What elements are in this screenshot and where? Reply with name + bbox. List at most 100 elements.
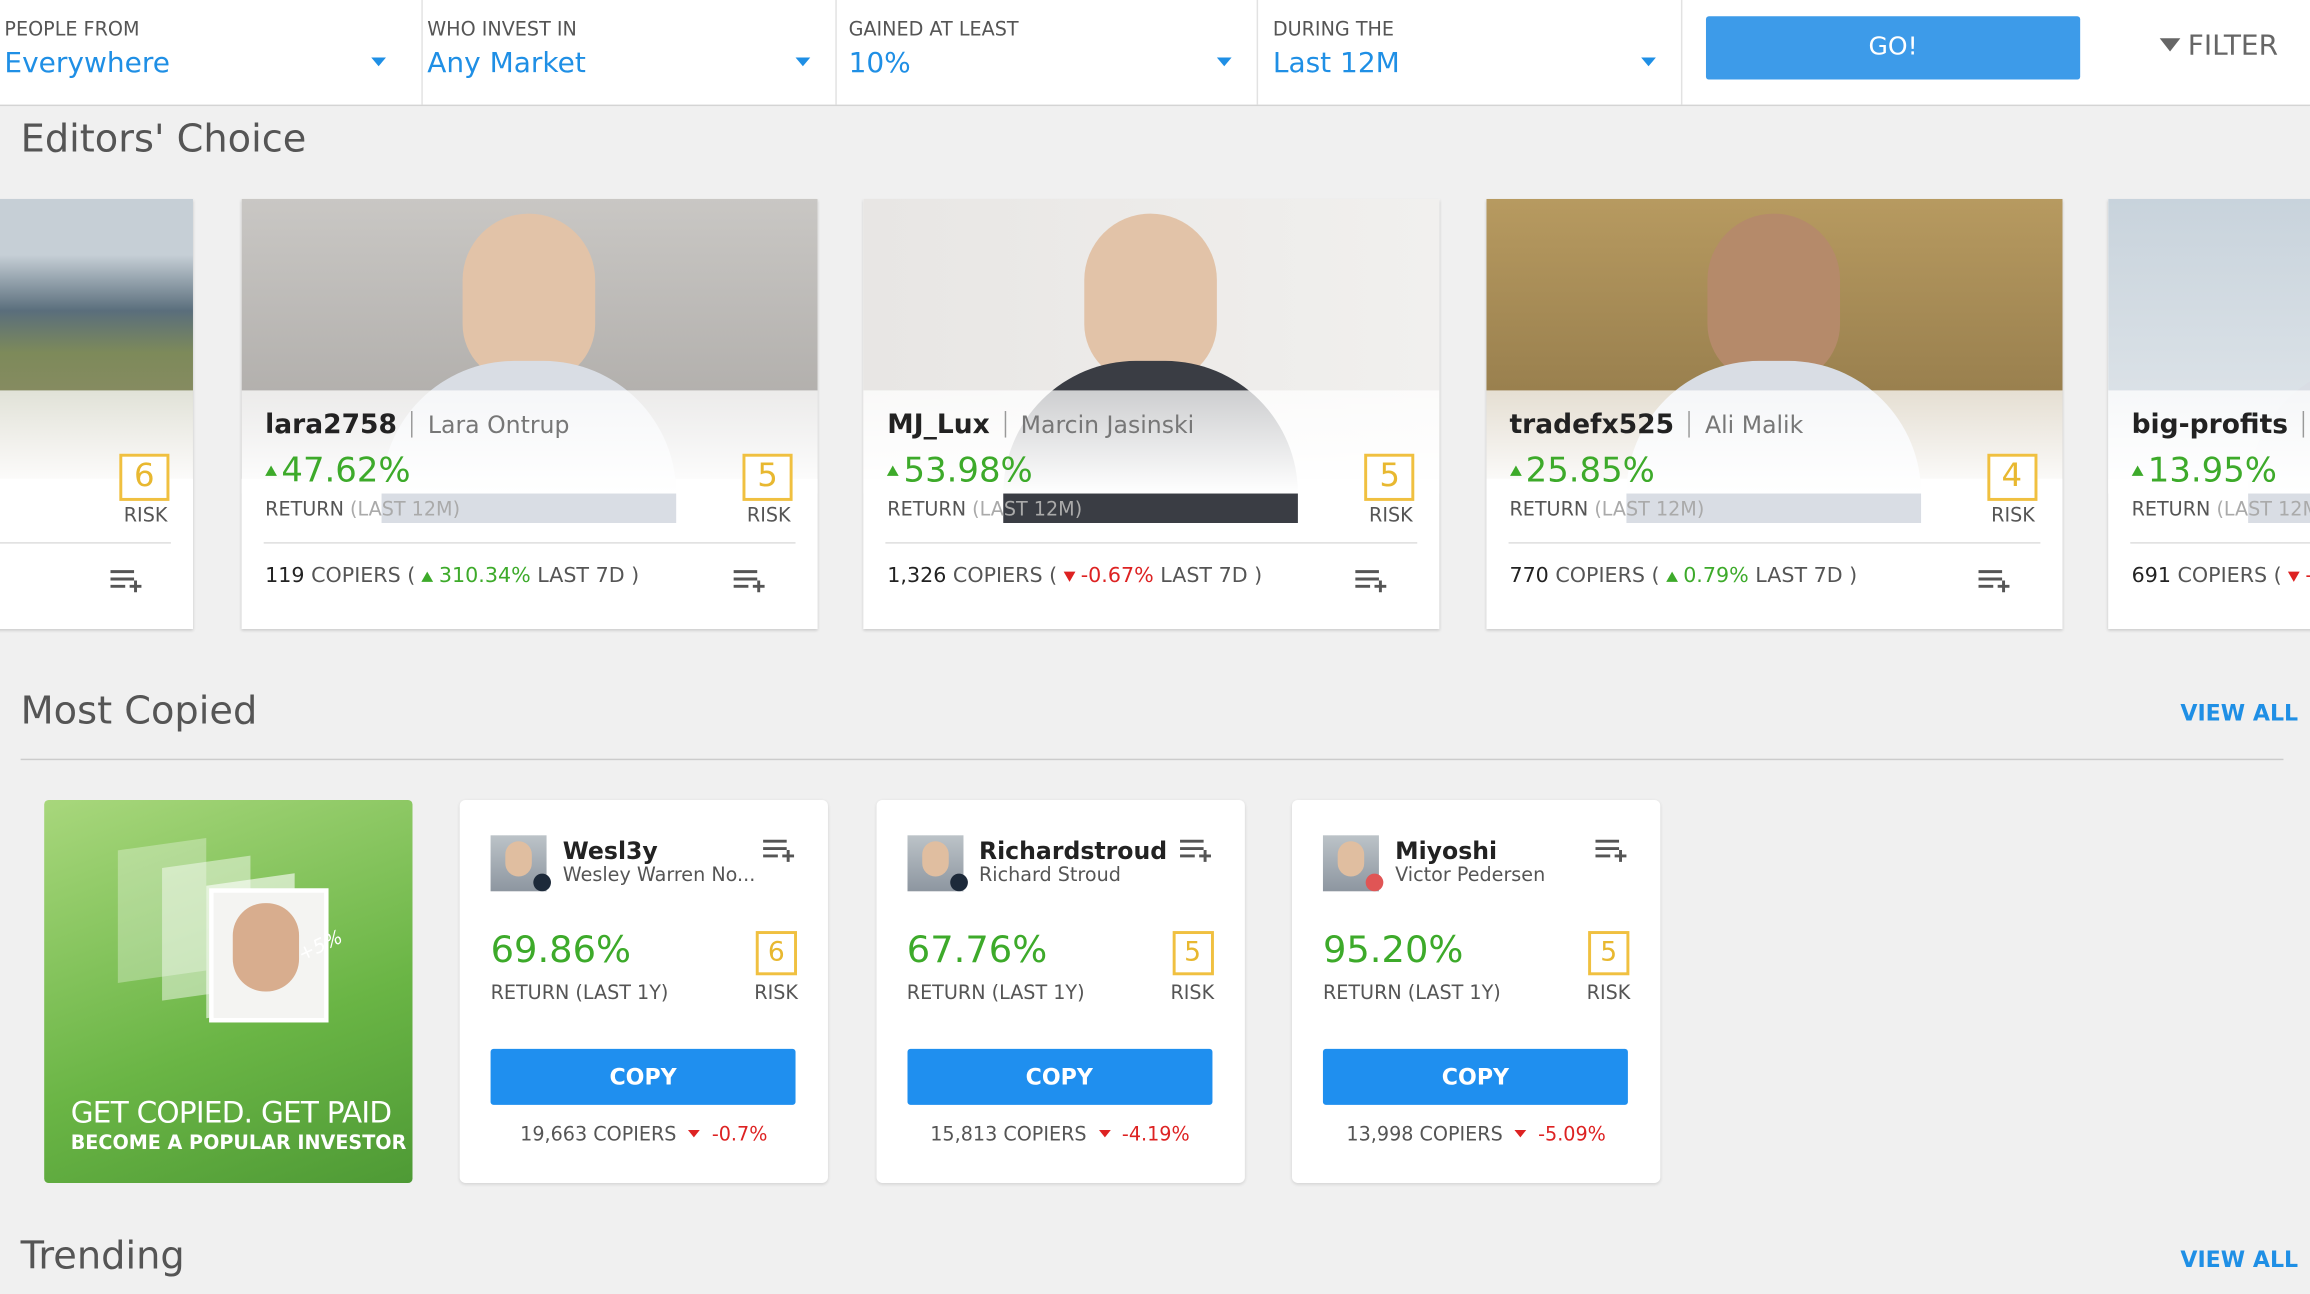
filter-value: 10% (848, 47, 911, 80)
return-text: RETURN (887, 499, 967, 522)
return-text: RETURN (1509, 499, 1589, 522)
risk-score: 5 (1588, 931, 1630, 976)
copy-button[interactable]: COPY (906, 1048, 1212, 1105)
copier-count: 13,998 COPIERS (1346, 1124, 1503, 1147)
trader-names: big-profitsE (2131, 409, 2310, 441)
add-to-list[interactable] (1178, 837, 1213, 864)
risk-label: RISK (746, 505, 791, 528)
trend-arrow (688, 1129, 701, 1138)
copy-button[interactable]: COPY (490, 1048, 796, 1105)
username: big-profits (2131, 409, 2289, 441)
add-to-list[interactable] (1354, 567, 1389, 594)
filter-bar: PEOPLE FROM Everywhere WHO INVEST IN Any Ma… (0, 0, 2310, 107)
promo-face (232, 903, 300, 992)
trader-card[interactable]: tradefx525 Ali Malik 25.85% RETURN (LAST 12… (1485, 198, 2062, 630)
add-to-list[interactable] (732, 567, 767, 594)
trader-card: 6 RISK (0, 198, 193, 630)
divider (0, 542, 171, 544)
copier-change: 310.34% (438, 564, 531, 588)
go-button[interactable]: GO! (1705, 16, 2081, 80)
risk-score: 5 (1171, 931, 1214, 976)
avatar-face (1337, 841, 1365, 877)
copier-count: 19,663 COPIERS (520, 1124, 677, 1147)
return: 25.85% (1509, 452, 1655, 491)
add-to-list[interactable] (1976, 567, 2011, 594)
star-badge (949, 873, 968, 892)
copy-button[interactable]: COPY (1322, 1048, 1628, 1105)
add-to-list[interactable] (109, 567, 144, 594)
copier-count: 691 (2131, 564, 2171, 588)
risk-label: RISK (1991, 505, 2035, 528)
return-period: (LAST 12M) (2216, 499, 2310, 522)
username: Richardstroud (978, 836, 1168, 865)
return-value: 13.95% (2147, 452, 2277, 491)
dropdown-caret (1641, 57, 1656, 67)
copier-change: -0.7% (711, 1124, 768, 1147)
return-label: RETURN (LAST 12M) (1509, 499, 1704, 521)
copier-label: COPIERS ( (311, 564, 416, 588)
photo-fade (863, 390, 1440, 494)
return: 69.86% (490, 928, 632, 971)
trend-arrow (1063, 571, 1075, 582)
trader-names: tradefx525 Ali Malik (1509, 410, 1803, 441)
filter-label: DURING THE (1272, 19, 1395, 42)
avatar-face (921, 841, 949, 877)
filter-dropdown[interactable]: PEOPLE FROM Everywhere (0, 0, 423, 105)
return-value: 53.98% (903, 452, 1033, 491)
add-to-list[interactable] (1594, 837, 1629, 864)
up-arrow (887, 465, 900, 476)
risk-score: 5 (1364, 453, 1415, 501)
separator (411, 411, 414, 438)
filter-text: FILTER (2187, 29, 2279, 62)
risk-score: 6 (755, 931, 798, 976)
promo-banner[interactable]: +5% GET COPIED. GET PAID BECOME A POPULAR … (44, 799, 413, 1183)
separator (1688, 411, 1691, 438)
copier-count: 770 (1509, 564, 1549, 588)
investor-card[interactable]: Miyoshi Victor Pedersen 95.20% 5 RETURN (LAS… (1292, 799, 1661, 1183)
real-name: Lara Ontrup (427, 411, 570, 440)
separator (2302, 411, 2305, 438)
investor-card[interactable]: Wesl3y Wesley Warren No... 69.86% 6 RETURN (… (459, 799, 828, 1183)
divider (20, 758, 2284, 761)
filter-value: Any Market (427, 47, 586, 80)
trend-arrow (1665, 571, 1678, 582)
return-label: RETURN (LAST 12M) (887, 499, 1082, 521)
return: 47.62% (265, 452, 411, 491)
filter-dropdown[interactable]: DURING THE Last 12M (1260, 0, 1683, 105)
change-period: LAST 7D ) (1755, 564, 1858, 588)
view-all[interactable]: VIEW ALL (2180, 1246, 2299, 1273)
trader-card[interactable]: MJ_Lux Marcin Jasinski 53.98% RETURN (LAST … (863, 198, 1440, 630)
return-value: 47.62% (281, 452, 411, 491)
filter-label: WHO INVEST IN (427, 19, 577, 42)
copiers: 770 COPIERS (0.79% LAST 7D ) (1509, 564, 1857, 588)
real-name: Marcin Jasinski (1020, 411, 1195, 440)
copiers: 19,663 COPIERS -0.7% (460, 1124, 828, 1146)
filter-label: GAINED AT LEAST (848, 19, 1019, 42)
username: Wesl3y (562, 836, 658, 865)
up-arrow (2131, 465, 2144, 476)
star-badge (1365, 873, 1384, 892)
trader-card[interactable]: lara2758 Lara Ontrup 47.62% RETURN (LAST 12… (241, 198, 818, 630)
investor-card[interactable]: Richardstroud Richard Stroud 67.76% 5 RETURN… (875, 799, 1245, 1183)
risk-label: RISK (754, 982, 798, 1005)
risk-label: RISK (1170, 982, 1215, 1005)
photo-fade (1485, 390, 2062, 494)
copiers: 15,813 COPIERS -4.19% (876, 1124, 1244, 1146)
avatar-face (505, 841, 532, 877)
filter-dropdown[interactable]: WHO INVEST IN Any Market (414, 0, 837, 105)
return: 53.98% (887, 452, 1033, 491)
trend-arrow (2287, 571, 2300, 582)
real-name: Ali Malik (1705, 411, 1804, 440)
filter-dropdown[interactable]: GAINED AT LEAST 10% (835, 0, 1259, 105)
copier-count: 15,813 COPIERS (930, 1124, 1087, 1147)
view-all[interactable]: VIEW ALL (2180, 699, 2299, 727)
return-text: RETURN (2131, 499, 2211, 522)
change-period: LAST 7D ) (537, 564, 640, 588)
add-to-list[interactable] (762, 837, 797, 864)
return-label: RETURN (LAST 12M) (2132, 499, 2310, 521)
dropdown-caret (371, 57, 386, 67)
trader-card[interactable]: big-profitsE 13.95% RETURN (LAST 12M) 691 C… (2108, 198, 2310, 630)
risk-score: 6 (119, 453, 170, 501)
filter-button[interactable]: FILTER (2159, 29, 2279, 62)
return-text: RETURN (265, 499, 344, 522)
